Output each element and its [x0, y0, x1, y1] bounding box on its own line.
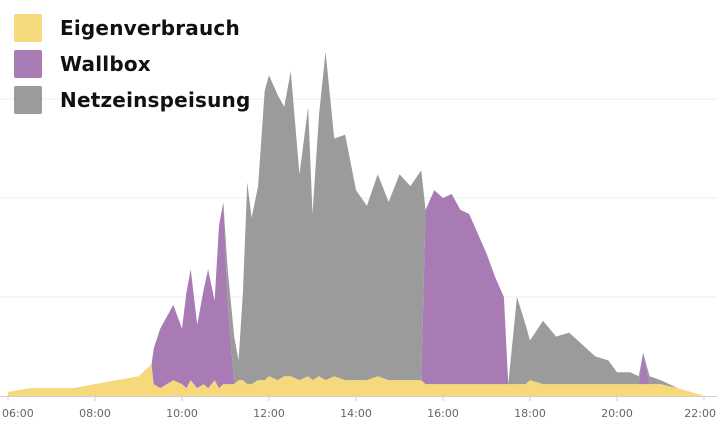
- x-tick-label: 16:00: [427, 407, 459, 420]
- legend-item-netzeinspeisung: Netzeinspeisung: [14, 86, 251, 114]
- legend-swatch-netzeinspeisung: [14, 86, 42, 114]
- legend-swatch-wallbox: [14, 50, 42, 78]
- x-axis: 06:00 08:00 10:00 12:00 14:00 16:00 18:00 20:00…: [0, 396, 717, 420]
- area-wallbox: [8, 190, 704, 396]
- x-tick-label: 18:00: [514, 407, 546, 420]
- legend-item-eigenverbrauch: Eigenverbrauch: [14, 14, 251, 42]
- legend-swatch-eigenverbrauch: [14, 14, 42, 42]
- legend: Eigenverbrauch Wallbox Netzeinspeisung: [14, 14, 251, 122]
- x-tick-label: 12:00: [253, 407, 285, 420]
- x-tick-label: 08:00: [79, 407, 111, 420]
- x-tick-label: 06:00: [2, 407, 34, 420]
- legend-label-eigenverbrauch: Eigenverbrauch: [60, 16, 240, 40]
- x-tick-label: 22:00: [684, 407, 716, 420]
- legend-label-netzeinspeisung: Netzeinspeisung: [60, 88, 251, 112]
- area-series-group: [8, 51, 704, 396]
- legend-item-wallbox: Wallbox: [14, 50, 251, 78]
- x-tick-label: 14:00: [340, 407, 372, 420]
- x-tick-label: 20:00: [601, 407, 633, 420]
- area-netzeinspeisung: [8, 51, 704, 396]
- x-tick-label: 10:00: [166, 407, 198, 420]
- legend-label-wallbox: Wallbox: [60, 52, 151, 76]
